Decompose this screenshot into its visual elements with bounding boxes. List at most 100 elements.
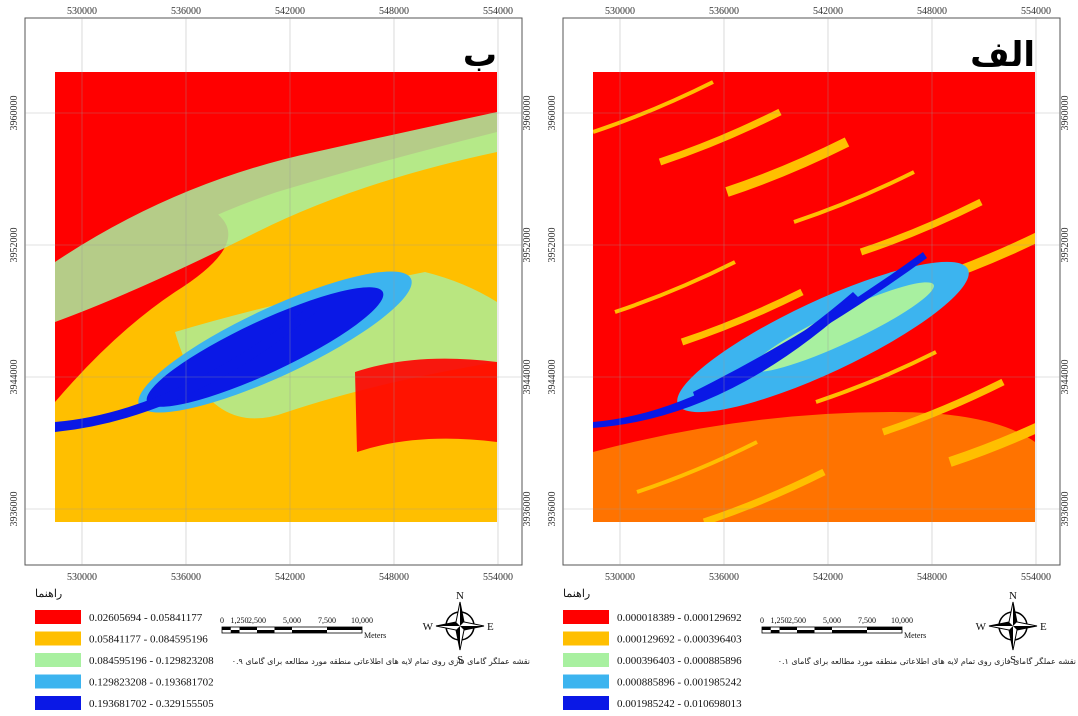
scale-segment [780,627,798,630]
legend-label: 0.000396403 - 0.000885896 [617,655,742,667]
y-tick-label: 3952000 [547,228,558,263]
x-tick-label: 536000 [171,6,201,17]
scale-label: 2,500 [248,616,266,625]
compass-n: N [456,590,464,602]
x-tick-label: 542000 [813,6,843,17]
legend-label: 0.084595196 - 0.129823208 [89,655,214,667]
scale-segment [815,627,833,630]
compass-e: E [487,621,494,633]
scale-segment [231,630,240,633]
x-tick-label: 548000 [917,572,947,583]
legend-swatch [563,610,609,624]
panel-label: ب [463,35,497,75]
y-tick-label: 3952000 [522,228,533,263]
scale-label: 2,500 [788,616,806,625]
scale-unit: Meters [364,631,386,640]
legend-label: 0.000885896 - 0.001985242 [617,677,742,689]
legend-swatch [35,696,81,710]
x-tick-label: 542000 [275,6,305,17]
figure: ب 530000 530000 536000 536000 542000 542000 548… [0,0,1078,711]
legend-swatch [35,653,81,667]
y-tick-label: 3960000 [547,96,558,131]
scale-segment [771,630,780,633]
scale-label: 7,500 [858,616,876,625]
map-panel: ب 530000 530000 536000 536000 542000 542000 548… [9,6,533,710]
scale-segment [292,630,327,633]
scale-label: 1,250 [771,616,789,625]
legend-swatch [35,675,81,689]
x-tick-label: 548000 [379,6,409,17]
scale-label: 0 [220,616,224,625]
legend-swatch [563,696,609,710]
y-tick-label: 3936000 [9,492,20,527]
scale-label: 1,250 [231,616,249,625]
y-tick-label: 3960000 [1060,96,1071,131]
legend-swatch [35,610,81,624]
scale-segment [275,627,293,630]
x-tick-label: 542000 [813,572,843,583]
x-tick-label: 536000 [171,572,201,583]
raster-zone [355,359,497,452]
y-tick-label: 3944000 [522,360,533,395]
y-tick-label: 3952000 [9,228,20,263]
x-tick-label: 554000 [1021,6,1051,17]
scale-segment [240,627,258,630]
scale-unit: Meters [904,631,926,640]
raster [593,72,1070,522]
y-tick-label: 3952000 [1060,228,1071,263]
compass-w: W [423,621,434,633]
scale-label: 5,000 [823,616,841,625]
legend-label: 0.193681702 - 0.329155505 [89,698,214,710]
x-tick-label: 554000 [483,6,513,17]
legend-swatch [35,632,81,646]
scale-segment [327,627,362,630]
legend-label: 0.000129692 - 0.000396403 [617,634,742,646]
legend-label: 0.05841177 - 0.084595196 [89,634,208,646]
compass-w: W [976,621,987,633]
legend-title: راهنما [35,588,62,600]
scale-segment [222,627,231,630]
y-tick-label: 3936000 [1060,492,1071,527]
x-tick-label: 530000 [67,6,97,17]
scale-label: 7,500 [318,616,336,625]
legend-swatch [563,653,609,667]
x-tick-label: 554000 [483,572,513,583]
scale-segment [762,627,771,630]
x-tick-label: 530000 [605,6,635,17]
y-tick-label: 3944000 [547,360,558,395]
caption: نقشه عملگر گامای فازی روی تمام لایه های … [778,656,1076,666]
scale-segment [797,630,815,633]
scale-label: 10,000 [351,616,373,625]
legend-title: راهنما [563,588,590,600]
y-tick-label: 3944000 [1060,360,1071,395]
x-tick-label: 548000 [917,6,947,17]
x-tick-label: 554000 [1021,572,1051,583]
legend-label: 0.000018389 - 0.000129692 [617,612,742,624]
legend-label: 0.129823208 - 0.193681702 [89,677,214,689]
y-tick-label: 3936000 [547,492,558,527]
legend-swatch [563,632,609,646]
x-tick-label: 536000 [709,572,739,583]
scale-label: 0 [760,616,764,625]
scale-label: 10,000 [891,616,913,625]
scale-label: 5,000 [283,616,301,625]
legend-label: 0.02605694 - 0.05841177 [89,612,203,624]
panel-label: الف [970,35,1035,75]
map-panel: الف 530000 530000 536000 536000 542000 542000 5… [547,6,1076,710]
x-tick-label: 536000 [709,6,739,17]
y-tick-label: 3944000 [9,360,20,395]
y-tick-label: 3960000 [522,96,533,131]
x-tick-label: 530000 [67,572,97,583]
scale-segment [832,630,867,633]
legend-swatch [563,675,609,689]
x-tick-label: 548000 [379,572,409,583]
y-tick-label: 3960000 [9,96,20,131]
x-tick-label: 542000 [275,572,305,583]
y-tick-label: 3936000 [522,492,533,527]
compass-e: E [1040,621,1047,633]
x-tick-label: 530000 [605,572,635,583]
caption: نقشه عملگر گامای فازی روی تمام لایه های … [232,656,530,666]
compass-n: N [1009,590,1017,602]
scale-segment [867,627,902,630]
scale-segment [257,630,275,633]
